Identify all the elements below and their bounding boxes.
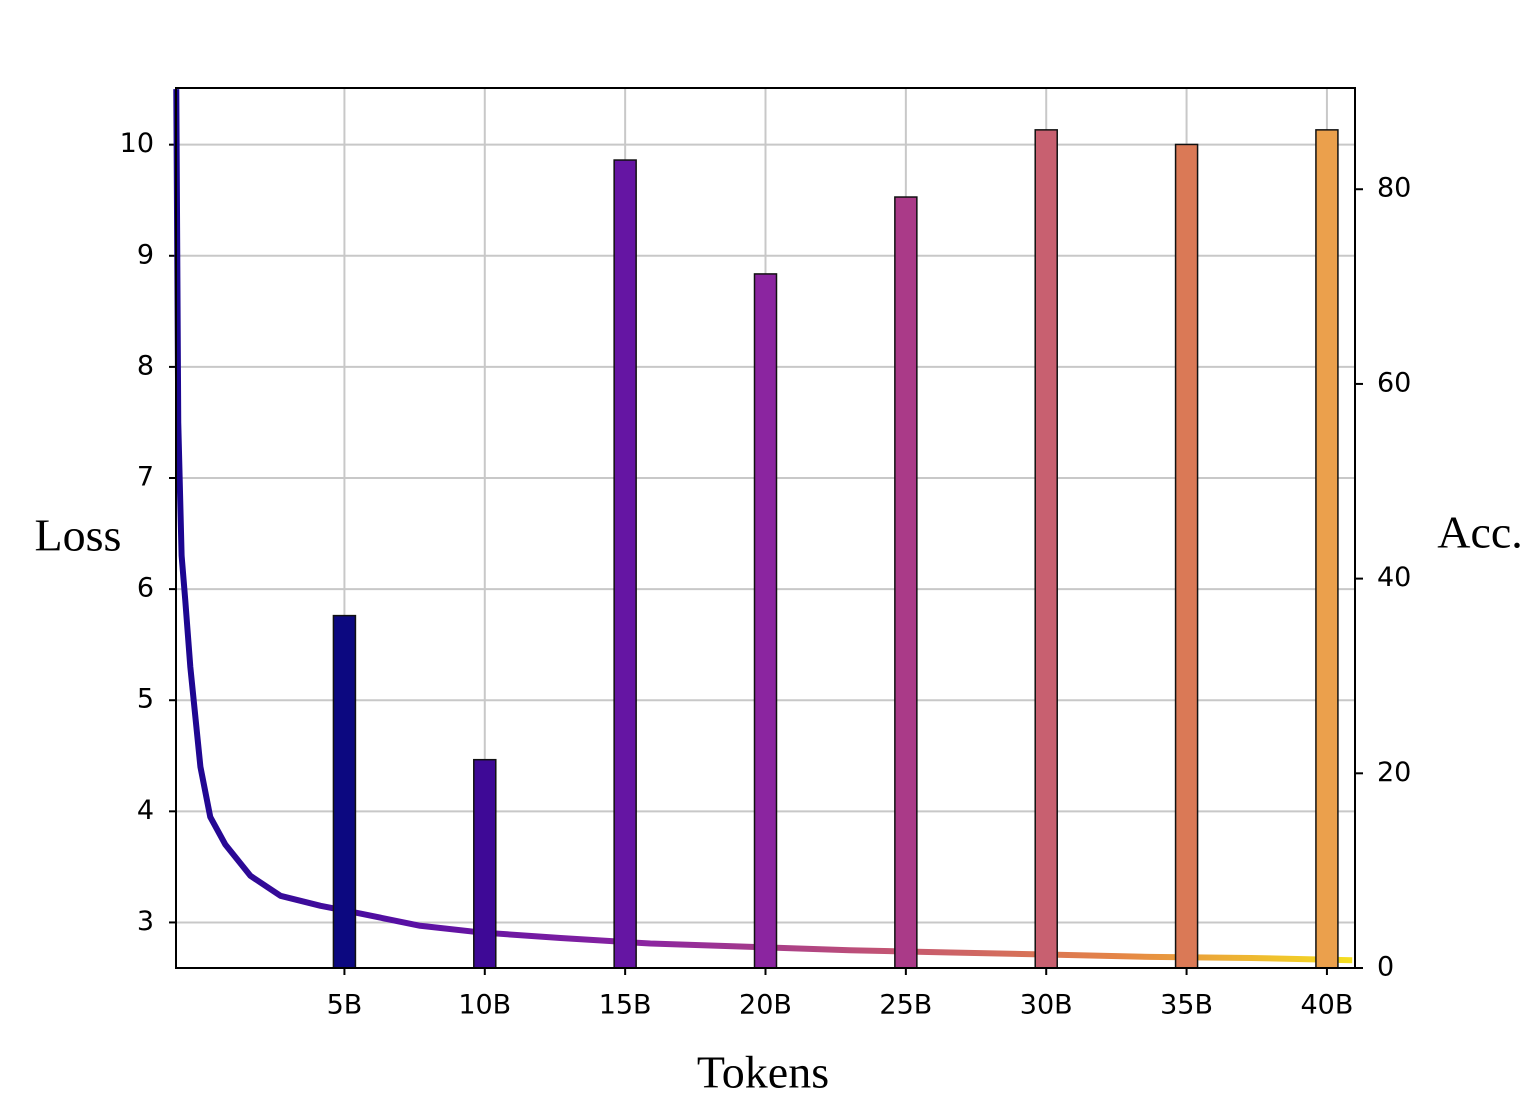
y-tick-label: 9 (137, 239, 154, 270)
y2-tick-label: 40 (1377, 562, 1411, 593)
bar (613, 159, 637, 969)
y-tick-label: 4 (137, 795, 154, 826)
x-tick-label: 40B (1300, 990, 1353, 1021)
bar (1174, 143, 1199, 969)
bar (894, 196, 918, 969)
bar (753, 273, 778, 969)
bar (473, 758, 497, 969)
x-tick-label: 5B (327, 990, 363, 1021)
bar (1315, 129, 1339, 969)
y-tick-label: 3 (137, 906, 154, 937)
x-axis-label: Tokens (697, 1047, 829, 1096)
x-tick-label: 30B (1020, 990, 1073, 1021)
y-tick-label: 8 (137, 350, 154, 381)
y2-tick-label: 20 (1377, 757, 1411, 788)
y2-tick-label: 0 (1377, 952, 1394, 983)
y-axis-label: Loss (35, 510, 122, 561)
x-tick-label: 15B (599, 990, 652, 1021)
bar (1034, 129, 1058, 969)
bar (332, 614, 357, 969)
x-tick-label: 20B (739, 990, 792, 1021)
y2-axis-label: Acc. (1437, 507, 1523, 558)
x-tick-label: 25B (879, 990, 932, 1021)
plot-frame (175, 87, 1356, 969)
y2-tick-label: 80 (1377, 173, 1411, 204)
loss-line (173, 89, 1353, 964)
x-tick-label: 35B (1160, 990, 1213, 1021)
y-tick-label: 5 (137, 684, 154, 715)
x-tick-label: 10B (458, 990, 511, 1021)
y-tick-label: 10 (120, 128, 154, 159)
y-tick-label: 6 (137, 573, 154, 604)
y2-tick-label: 60 (1377, 367, 1411, 398)
y-tick-label: 7 (137, 462, 154, 493)
